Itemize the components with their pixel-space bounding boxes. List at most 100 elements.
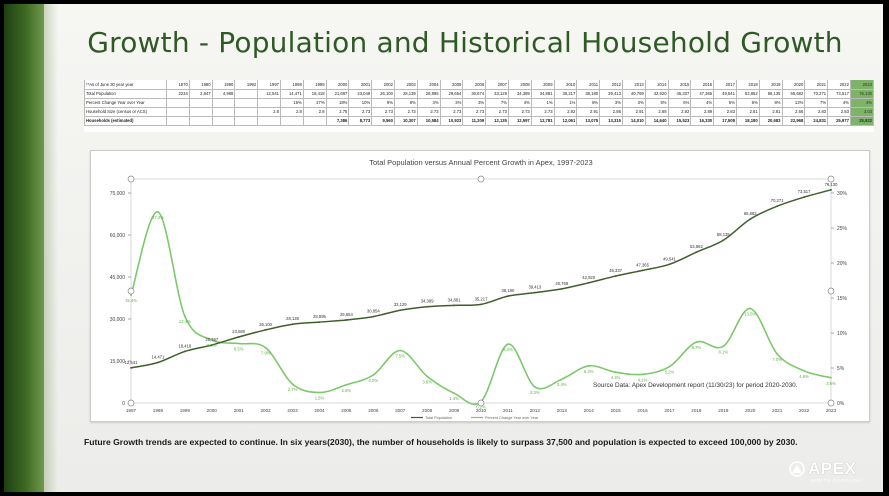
table-row: Total Population 2234 2,847 4,968 12,541 14,4… xyxy=(85,89,874,98)
table-cell: 49,541 xyxy=(714,89,737,98)
x-axis-tick-label: 2012 xyxy=(530,408,541,413)
percent-point xyxy=(615,371,617,373)
percent-point xyxy=(534,386,536,388)
table-year-header: 2001 xyxy=(349,80,372,89)
table-header-row: **As of June 30 year year 1970 1980 1990 199… xyxy=(85,80,874,89)
table-cell: 25,922 xyxy=(850,116,873,125)
table-year-header: 1980 xyxy=(189,80,212,89)
chart-resize-handle xyxy=(128,288,134,294)
table-cell: 3% xyxy=(600,98,623,107)
chart-resize-handle xyxy=(828,176,834,182)
chart-resize-handle xyxy=(128,176,134,182)
percent-data-label: 3.6% xyxy=(826,381,836,386)
left-axis-tick-label: 30,000 xyxy=(110,317,126,323)
table-cell xyxy=(235,98,258,107)
table-cell: 10,584 xyxy=(417,116,440,125)
table-cell: 23,049 xyxy=(349,89,372,98)
table-cell: 7% xyxy=(805,98,828,107)
population-data-table: **As of June 30 year year 1970 1980 1990 199… xyxy=(84,80,874,126)
table-row: Percent Change Year over Year 15% 27% 18% 10… xyxy=(85,98,874,107)
table-cell: 2.73 xyxy=(417,107,440,116)
percent-data-label: 13.5% xyxy=(744,312,756,317)
table-cell: 9,560 xyxy=(372,116,395,125)
table-header-label: **As of June 30 year year xyxy=(85,80,167,89)
x-axis-tick-label: 1997 xyxy=(126,408,137,413)
table-cell: 18,418 xyxy=(303,89,326,98)
chart-resize-handle xyxy=(478,400,484,406)
table-year-header: 1999 xyxy=(303,80,326,89)
table-cell: 7,386 xyxy=(326,116,349,125)
percent-data-label: 8.5% xyxy=(234,347,244,352)
percent-point xyxy=(184,315,186,317)
population-point xyxy=(238,336,240,338)
table-cell: 33,129 xyxy=(486,89,509,98)
footer-note: Future Growth trends are expected to con… xyxy=(84,437,798,447)
table-cell: 2.73 xyxy=(463,107,486,116)
right-axis-tick-label: 10% xyxy=(837,331,848,337)
table-cell: 2.86 xyxy=(600,107,623,116)
population-data-label: 47,365 xyxy=(636,262,649,267)
percent-point xyxy=(265,347,267,349)
percent-data-label: 7.5% xyxy=(395,354,405,359)
percent-point xyxy=(399,350,401,352)
population-point xyxy=(776,205,778,207)
population-point xyxy=(426,306,428,308)
table-cell: 20,683 xyxy=(759,116,782,125)
population-point xyxy=(130,367,132,369)
table-year-header: 2009 xyxy=(531,80,554,89)
table-year-header: 2017 xyxy=(714,80,737,89)
population-point xyxy=(561,288,563,290)
data-table-panel: **As of June 30 year year 1970 1980 1990 199… xyxy=(84,80,874,132)
x-axis-tick-label: 2020 xyxy=(745,408,756,413)
table-cell: 2.73 xyxy=(440,107,463,116)
percent-data-label: 1.5% xyxy=(315,396,325,401)
population-data-label: 26,100 xyxy=(259,322,272,327)
population-point xyxy=(830,189,832,191)
table-cell: 4% xyxy=(508,98,531,107)
population-data-label: 12,541 xyxy=(125,360,138,365)
percent-point xyxy=(561,378,563,380)
population-point xyxy=(507,295,509,297)
table-cell: 2.73 xyxy=(531,107,554,116)
table-cell: 39,413 xyxy=(600,89,623,98)
percent-point xyxy=(372,374,374,376)
percent-data-label: 4.6% xyxy=(799,374,809,379)
table-cell: 70,271 xyxy=(805,89,828,98)
x-axis-tick-label: 2017 xyxy=(664,408,675,413)
left-axis-tick-label: 15,000 xyxy=(110,359,126,365)
percent-point xyxy=(803,370,805,372)
table-cell: 2.89 xyxy=(691,107,714,116)
table-cell: 3% xyxy=(440,98,463,107)
chart-panel: Total Population versus Annual Percent G… xyxy=(90,150,870,422)
table-year-header: 2014 xyxy=(645,80,668,89)
population-series-line xyxy=(131,190,831,368)
percent-data-label: 2.7% xyxy=(288,387,298,392)
table-year-header: 2021 xyxy=(805,80,828,89)
table-cell: 28,895 xyxy=(417,89,440,98)
percent-data-label: 3.4% xyxy=(557,382,567,387)
table-cell: 2.73 xyxy=(349,107,372,116)
population-data-label: 38,180 xyxy=(502,288,515,293)
table-cell: 47,365 xyxy=(691,89,714,98)
table-cell xyxy=(235,116,258,125)
table-cell: 2.66 xyxy=(782,107,805,116)
table-cell: 2.61 xyxy=(759,107,782,116)
population-point xyxy=(669,263,671,265)
table-cell: 21,697 xyxy=(326,89,349,98)
percent-point xyxy=(830,377,832,379)
population-data-label: 34,389 xyxy=(421,299,434,304)
right-axis-tick-label: 5% xyxy=(837,366,845,372)
percent-data-label: 8.4% xyxy=(503,347,513,352)
population-data-label: 28,895 xyxy=(313,314,326,319)
population-point xyxy=(157,362,159,364)
percent-point xyxy=(588,365,590,367)
population-point xyxy=(184,351,186,353)
table-cell: 9% xyxy=(372,98,395,107)
percent-point xyxy=(238,343,240,345)
table-year-header: 2005 xyxy=(440,80,463,89)
population-data-label: 73,517 xyxy=(798,189,811,194)
apex-logo-icon xyxy=(789,461,805,477)
table-cell: 2234 xyxy=(167,89,190,98)
population-data-label: 76,130 xyxy=(825,182,838,187)
x-axis-tick-label: 2000 xyxy=(207,408,218,413)
